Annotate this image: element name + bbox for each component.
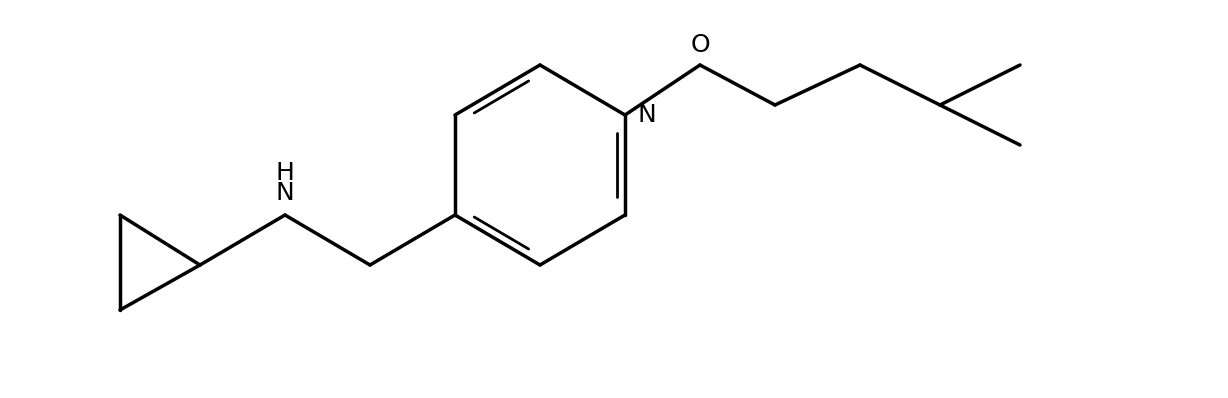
Text: O: O bbox=[690, 33, 710, 57]
Text: N: N bbox=[637, 103, 656, 127]
Text: H: H bbox=[275, 161, 295, 185]
Text: N: N bbox=[275, 181, 295, 205]
